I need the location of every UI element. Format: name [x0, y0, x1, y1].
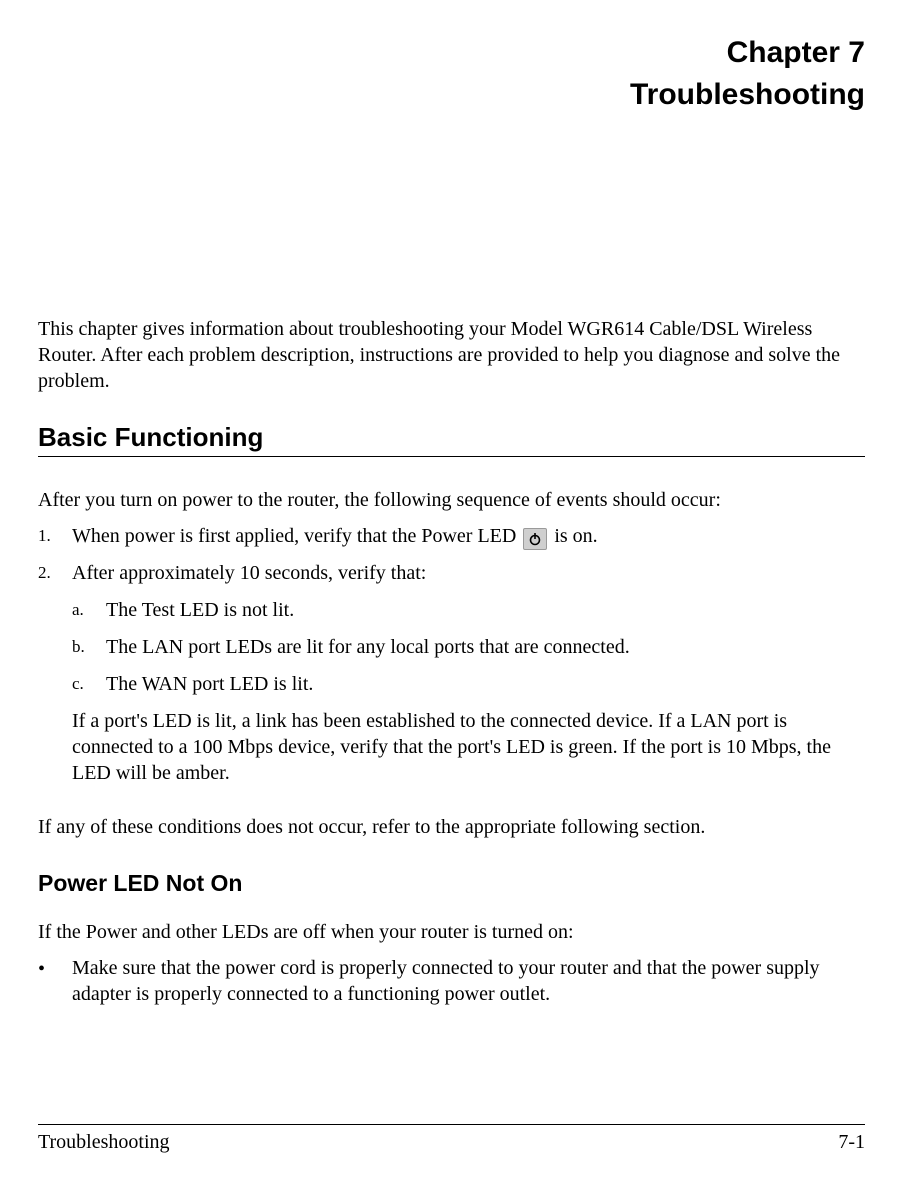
section2-lead: If the Power and other LEDs are off when…	[38, 919, 865, 945]
intro-paragraph: This chapter gives information about tro…	[38, 316, 865, 394]
sublist-item-c: c. The WAN port LED is lit.	[72, 671, 865, 698]
chapter-heading: Chapter 7 Troubleshooting	[38, 32, 865, 116]
chapter-number: Chapter 7	[38, 32, 865, 74]
list-marker: 1.	[38, 523, 72, 550]
list-body: When power is first applied, verify that…	[72, 523, 865, 550]
sublist-marker: c.	[72, 671, 106, 698]
bullet-body: Make sure that the power cord is properl…	[72, 955, 865, 1007]
sublist-item-a: a. The Test LED is not lit.	[72, 597, 865, 624]
footer-left: Troubleshooting	[38, 1131, 170, 1154]
item1-text-after: is on.	[549, 525, 597, 547]
power-icon	[523, 528, 547, 550]
list-body: After approximately 10 seconds, verify t…	[72, 560, 865, 804]
sublist-body: The Test LED is not lit.	[106, 597, 865, 624]
section1-closing: If any of these conditions does not occu…	[38, 814, 865, 840]
list-marker: 2.	[38, 560, 72, 804]
list-item-1: 1. When power is first applied, verify t…	[38, 523, 865, 550]
item2-text: After approximately 10 seconds, verify t…	[72, 560, 865, 587]
sublist-marker: b.	[72, 634, 106, 661]
bullet-item-1: • Make sure that the power cord is prope…	[38, 955, 865, 1007]
footer-right: 7-1	[838, 1131, 865, 1154]
section-heading-power-led: Power LED Not On	[38, 870, 865, 897]
section1-lead: After you turn on power to the router, t…	[38, 487, 865, 513]
item2-note: If a port's LED is lit, a link has been …	[72, 708, 865, 786]
sublist-body: The WAN port LED is lit.	[106, 671, 865, 698]
page: Chapter 7 Troubleshooting This chapter g…	[0, 0, 901, 1180]
item1-text-before: When power is first applied, verify that…	[72, 525, 521, 547]
section-heading-basic-functioning: Basic Functioning	[38, 422, 865, 457]
sublist-body: The LAN port LEDs are lit for any local …	[106, 634, 865, 661]
list-item-2: 2. After approximately 10 seconds, verif…	[38, 560, 865, 804]
sublist-marker: a.	[72, 597, 106, 624]
page-footer: Troubleshooting 7-1	[38, 1124, 865, 1154]
sublist-item-b: b. The LAN port LEDs are lit for any loc…	[72, 634, 865, 661]
page-content: Chapter 7 Troubleshooting This chapter g…	[38, 30, 865, 1110]
bullet-marker: •	[38, 955, 72, 1007]
chapter-title: Troubleshooting	[38, 74, 865, 116]
